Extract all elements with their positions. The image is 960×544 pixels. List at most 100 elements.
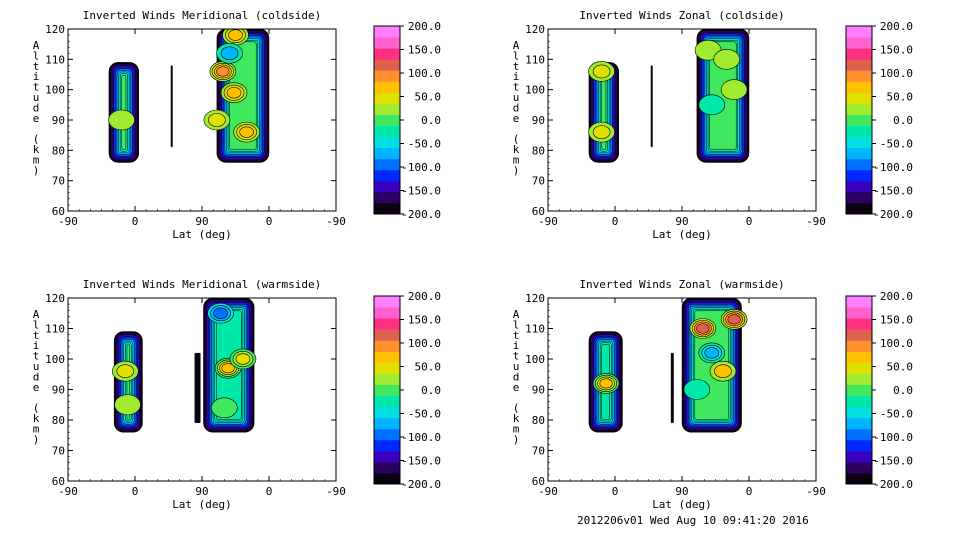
- y-tick-label: 110: [525, 323, 545, 336]
- data-region: [203, 29, 270, 163]
- chart-title: Inverted Winds Zonal (coldside): [579, 9, 784, 22]
- colorbar-swatch: [374, 461, 400, 474]
- y-tick-label: 120: [525, 292, 545, 305]
- colorbar-swatch: [374, 395, 400, 408]
- contour-peak: [213, 307, 228, 319]
- x-tick-label: 90: [195, 485, 208, 498]
- x-tick-label: 0: [746, 215, 753, 228]
- data-region-sliver: [670, 352, 674, 424]
- y-tick-label: 80: [532, 144, 545, 157]
- colorbar-label: 200.0: [408, 20, 441, 33]
- colorbar-label: -150.0: [873, 455, 913, 468]
- colorbar-swatch: [846, 59, 872, 71]
- colorbar-label: -100.0: [873, 161, 913, 174]
- x-tick-label: -90: [58, 215, 78, 228]
- colorbar-swatch: [374, 103, 400, 115]
- contour-peak: [713, 49, 740, 70]
- colorbar-swatch: [374, 417, 400, 430]
- contour-peak: [216, 66, 230, 77]
- colorbar-swatch: [846, 70, 872, 82]
- colorbar: 200.0 150.0 100.0 50.0 0.0 -50.0 -100.0 -150.0 -…: [373, 290, 441, 491]
- x-tick-label: 0: [612, 485, 619, 498]
- y-tick-label: 60: [52, 475, 65, 488]
- colorbar-swatch: [846, 81, 872, 93]
- colorbar-swatch: [374, 450, 400, 463]
- colorbar-label: -200.0: [401, 208, 441, 221]
- colorbar-swatch: [846, 362, 872, 374]
- colorbar-swatch: [374, 59, 400, 71]
- data-region: [650, 65, 653, 148]
- colorbar-swatch: [374, 296, 400, 308]
- colorbar-label: 150.0: [880, 44, 913, 57]
- y-tick-label: 90: [52, 384, 65, 397]
- colorbar-label: -50.0: [880, 408, 913, 421]
- colorbar-swatch: [374, 114, 400, 127]
- colorbar-swatch: [374, 329, 400, 341]
- contour-peak: [221, 363, 235, 374]
- x-tick-label: -90: [538, 215, 558, 228]
- colorbar-label: -50.0: [408, 138, 441, 151]
- colorbar-swatch: [374, 318, 400, 330]
- colorbar-swatch: [374, 81, 400, 93]
- contour-peak: [720, 79, 748, 100]
- colorbar-swatch: [846, 472, 872, 485]
- x-axis-label: Lat (deg): [652, 228, 712, 241]
- colorbar-label: 100.0: [880, 337, 913, 350]
- colorbar: 200.0 150.0 100.0 50.0 0.0 -50.0 -100.0 -150.0 -…: [845, 20, 913, 221]
- plot-frame: [547, 28, 817, 212]
- x-tick-label: 0: [266, 485, 273, 498]
- contour-peak: [698, 94, 726, 116]
- colorbar-label: 50.0: [415, 91, 442, 104]
- colorbar-label: -150.0: [873, 185, 913, 198]
- data-region: [694, 29, 750, 163]
- colorbar-label: 150.0: [880, 314, 913, 327]
- timestamp-stamp: 2012206v01 Wed Aug 10 09:41:20 2016: [577, 514, 809, 527]
- colorbar-label: 200.0: [880, 290, 913, 303]
- y-tick-label: 100: [525, 84, 545, 97]
- y-tick-label: 80: [532, 414, 545, 427]
- x-axis-label: Lat (deg): [172, 228, 232, 241]
- colorbar-swatch: [374, 428, 400, 441]
- x-tick-label: 90: [195, 215, 208, 228]
- data-region: [670, 352, 674, 424]
- colorbar-swatch: [846, 417, 872, 430]
- x-axis-label: Lat (deg): [172, 498, 232, 511]
- colorbar-swatch: [374, 37, 400, 49]
- colorbar-swatch: [374, 351, 400, 363]
- colorbar-label: 100.0: [880, 67, 913, 80]
- colorbar-swatch: [374, 48, 400, 60]
- y-tick-label: 60: [52, 205, 65, 218]
- data-region: [588, 61, 619, 163]
- chart-title: Inverted Winds Zonal (warmside): [579, 278, 784, 291]
- colorbar-swatch: [374, 136, 400, 149]
- contour-peak: [114, 394, 141, 416]
- data-region-sliver: [194, 352, 201, 424]
- colorbar-swatch: [374, 191, 400, 204]
- x-tick-label: -90: [806, 485, 826, 498]
- data-region-sliver: [650, 65, 653, 148]
- colorbar-label: 0.0: [421, 114, 441, 127]
- plot-frame: [67, 28, 337, 212]
- colorbar-swatch: [374, 158, 400, 171]
- colorbar-label: 0.0: [893, 114, 913, 127]
- contour-field: [112, 298, 257, 433]
- colorbar-swatch: [846, 307, 872, 319]
- colorbar-label: 150.0: [408, 314, 441, 327]
- chart-panel-3: Inverted Winds Meridional (warmside) 60 70…: [33, 278, 441, 511]
- colorbar-label: -150.0: [401, 185, 441, 198]
- colorbar-label: 0.0: [421, 384, 441, 397]
- x-tick-label: -90: [806, 215, 826, 228]
- contour-peak: [592, 64, 611, 79]
- colorbar-swatch: [846, 125, 872, 138]
- colorbar-swatch: [374, 307, 400, 319]
- colorbar-label: 150.0: [408, 44, 441, 57]
- data-region: [588, 331, 623, 433]
- x-tick-label: -90: [326, 215, 346, 228]
- colorbar-swatch: [846, 26, 872, 38]
- y-tick-label: 70: [532, 445, 545, 458]
- colorbar-swatch: [846, 450, 872, 463]
- colorbar-swatch: [846, 92, 872, 104]
